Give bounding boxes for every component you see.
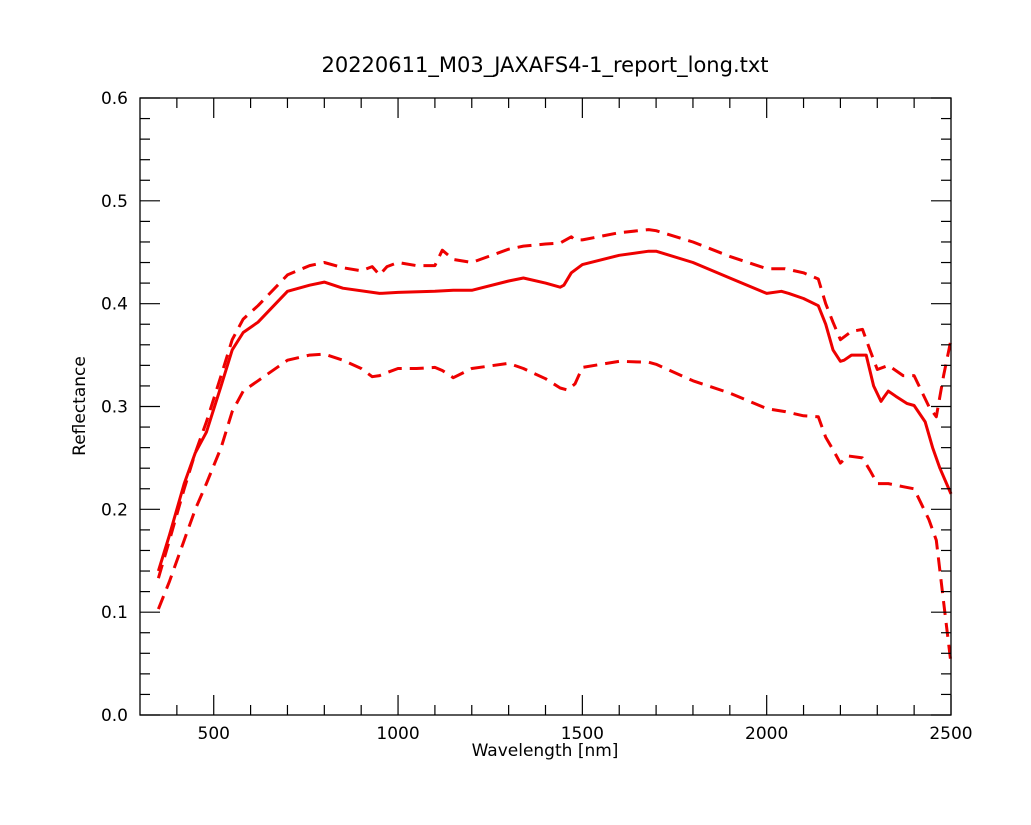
x-tick-label: 2500 (929, 724, 972, 744)
x-axis-label: Wavelength [nm] (472, 741, 619, 761)
y-tick-label: 0.4 (101, 295, 128, 315)
y-tick-label: 0.5 (101, 192, 128, 212)
x-tick-label: 500 (198, 724, 230, 744)
y-tick-label: 0.2 (101, 500, 128, 520)
x-tick-label: 2000 (745, 724, 788, 744)
plot-frame (139, 97, 952, 716)
tick-layer: 500 1000 1500 2000 2500 0.0 0.1 0.2 0.3 0.4 0.5 0.6 (101, 89, 973, 744)
chart-title: 20220611_M03_JAXAFS4-1_report_long.txt (321, 53, 768, 78)
y-tick-label: 0.1 (101, 603, 128, 623)
y-axis-label: Reflectance (70, 356, 90, 456)
x-tick-label: 1000 (376, 724, 419, 744)
series-layer (156, 228, 953, 664)
x-tick-label: 1500 (561, 724, 604, 744)
y-tick-label: 0.0 (101, 706, 128, 726)
series-line-3-dashed (157, 352, 953, 664)
y-tick-label: 0.6 (101, 89, 128, 109)
y-tick-label: 0.3 (101, 398, 128, 418)
series-line-1-solid (156, 249, 953, 572)
series-line-2-dashed (156, 228, 953, 579)
